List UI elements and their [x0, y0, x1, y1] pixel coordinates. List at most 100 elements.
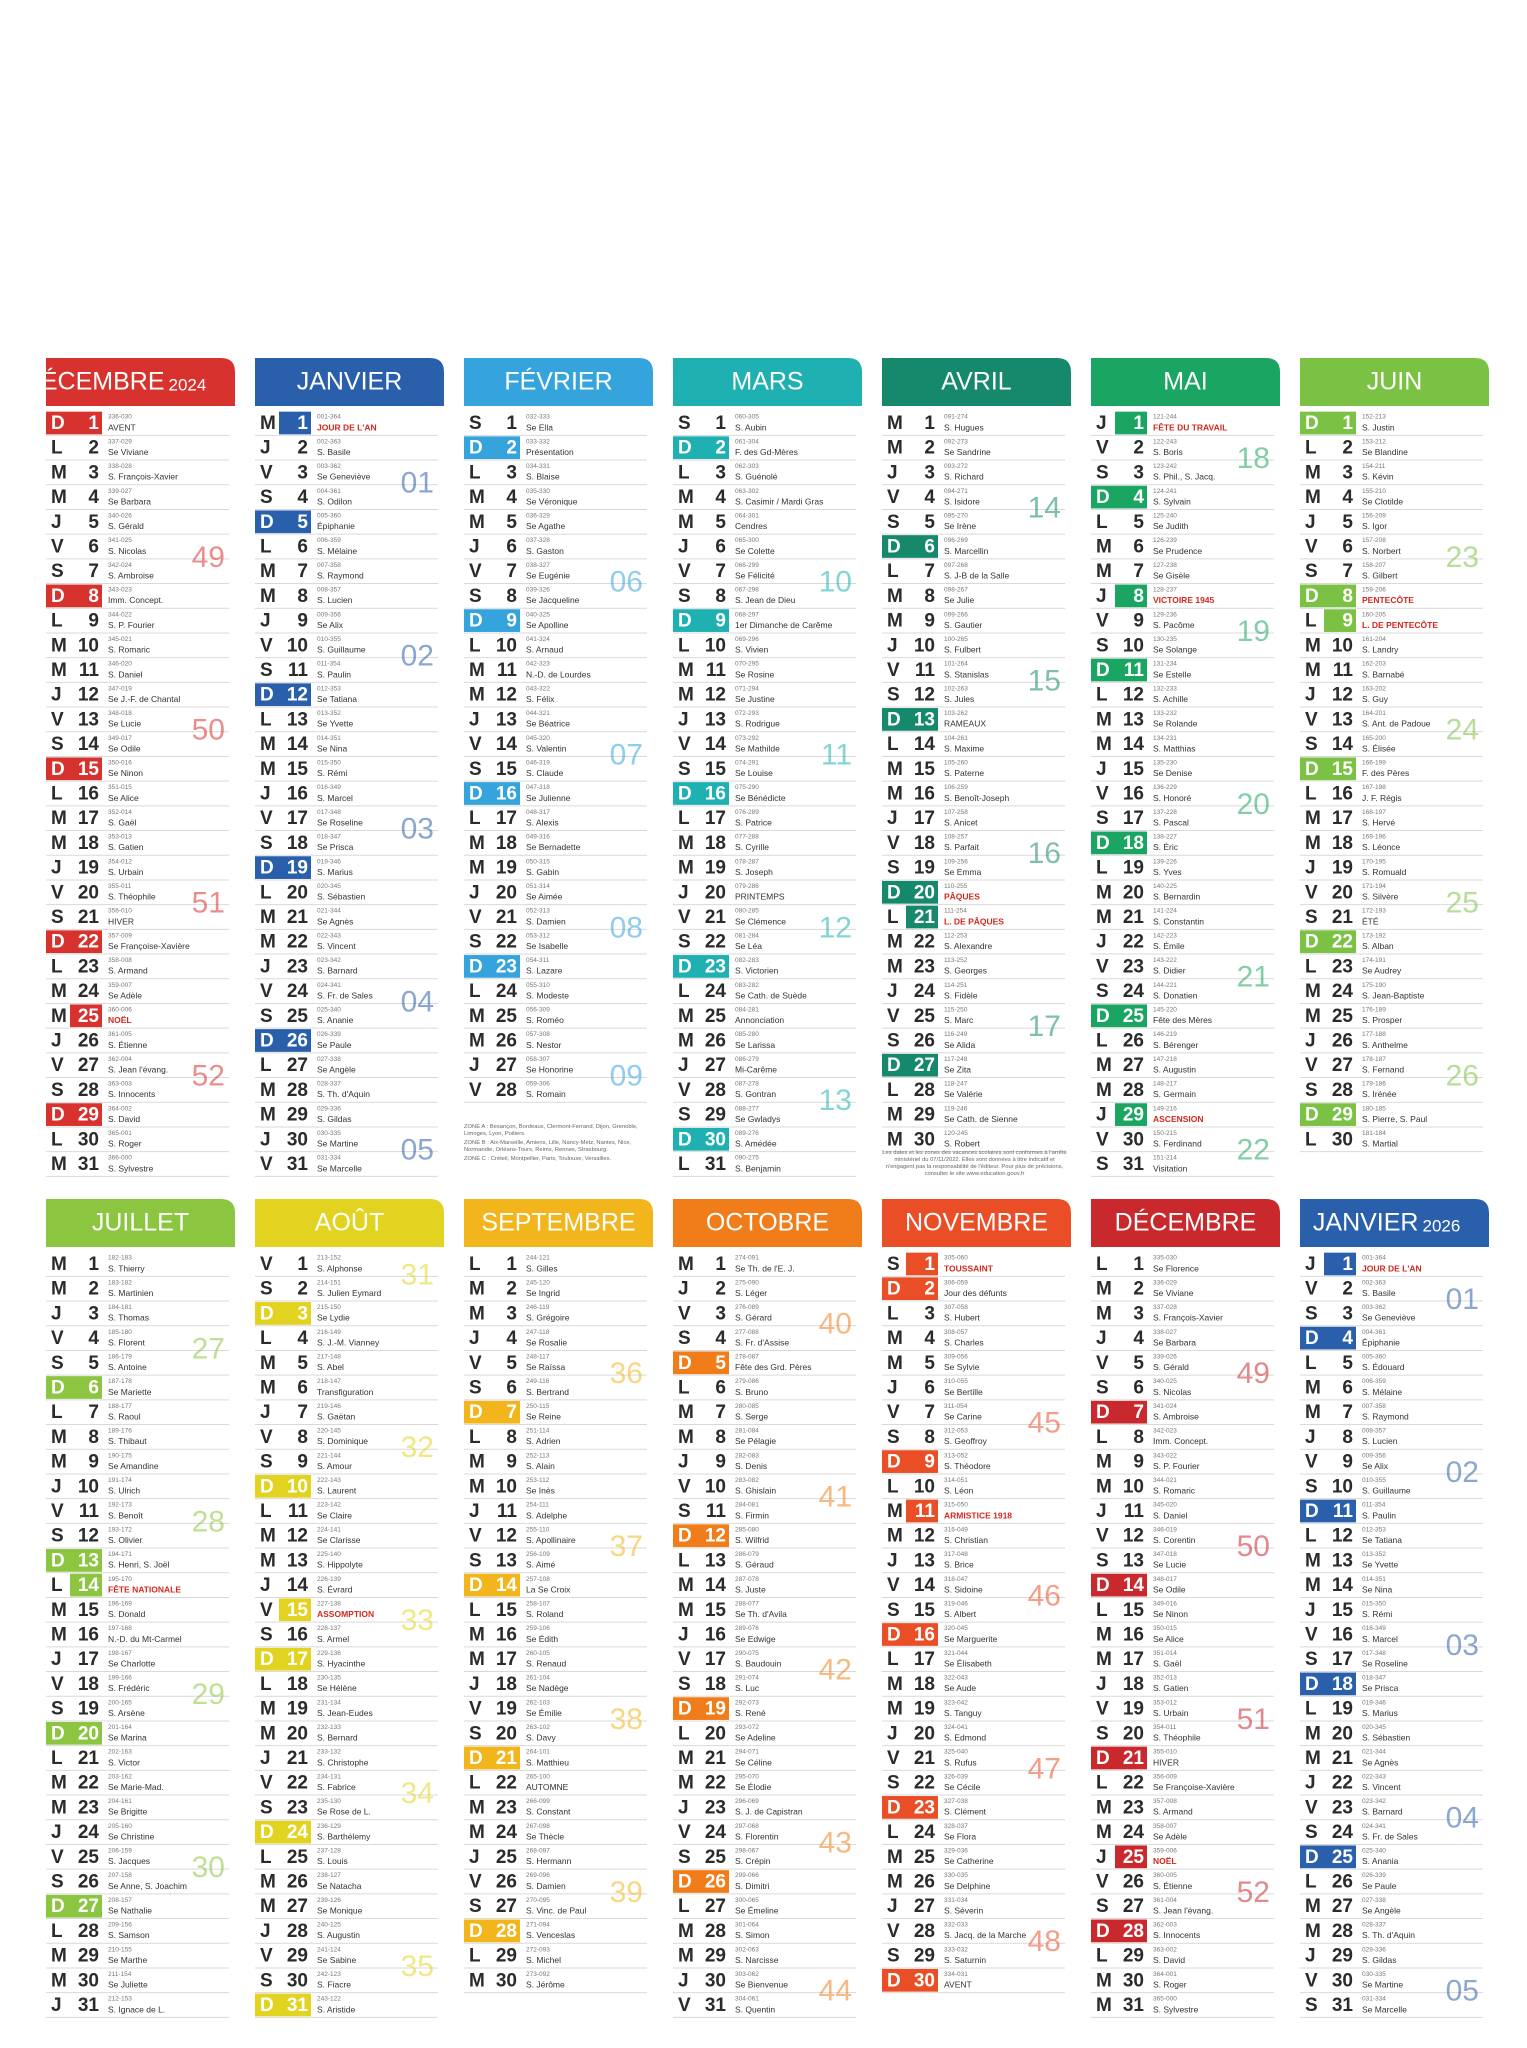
- day-number: 19: [1123, 1699, 1144, 1720]
- day-letter: L: [469, 808, 481, 829]
- day-number: 24: [496, 981, 518, 1002]
- day-code: 086-279: [735, 1056, 759, 1063]
- day-code: 363-003: [108, 1081, 132, 1088]
- day-letter: S: [1305, 1822, 1318, 1843]
- day-letter: V: [469, 561, 482, 582]
- day-number: 6: [1133, 1378, 1144, 1399]
- saint-name: Se Aude: [944, 1683, 976, 1693]
- sunday-highlight: [882, 880, 938, 904]
- day-code: 020-345: [317, 883, 341, 890]
- day-code: 323-042: [944, 1699, 968, 1706]
- saint-name: S. Hubert: [944, 1313, 981, 1323]
- day-number: 15: [705, 1600, 727, 1621]
- saint-name: S. Félix: [526, 694, 555, 704]
- day-number: 2: [88, 1279, 99, 1300]
- day-code: 208-157: [108, 1897, 132, 1904]
- saint-name: S. Hyacinthe: [317, 1658, 365, 1668]
- saint-name: Se Émilie: [526, 1708, 562, 1718]
- day-letter: M: [51, 1154, 67, 1175]
- saint-name: S. Gildas: [317, 1114, 352, 1124]
- saint-name: Se Gisèle: [1153, 570, 1190, 580]
- day-number: 26: [496, 1872, 517, 1893]
- day-letter: D: [1305, 586, 1319, 607]
- day-number: 28: [1123, 1921, 1144, 1942]
- day-code: 102-263: [944, 685, 968, 692]
- day-number: 20: [1123, 882, 1144, 903]
- day-letter: M: [887, 438, 903, 459]
- saint-name: S. Alphonse: [317, 1263, 363, 1273]
- day-code: 079-286: [735, 883, 759, 890]
- day-number: 17: [1123, 808, 1144, 829]
- day-letter: L: [1096, 1427, 1108, 1448]
- day-code: 190-175: [108, 1452, 132, 1459]
- day-letter: J: [469, 882, 480, 903]
- day-number: 6: [88, 537, 99, 558]
- day-letter: J: [678, 1970, 689, 1991]
- day-code: 024-341: [1362, 1823, 1386, 1830]
- saint-name: S. Mélaine: [1362, 1387, 1402, 1397]
- day-code: 351-014: [1153, 1650, 1177, 1657]
- day-number: 1: [506, 1254, 517, 1275]
- day-code: 238-127: [317, 1872, 341, 1879]
- day-number: 13: [287, 709, 308, 730]
- day-number: 24: [1332, 1822, 1354, 1843]
- day-letter: D: [678, 956, 692, 977]
- day-code: 353-013: [108, 834, 132, 841]
- saint-name: S. François-Xavier: [1153, 1313, 1223, 1323]
- saint-name: S. Fiacre: [317, 1980, 351, 1990]
- saint-name: S. François-Xavier: [108, 472, 178, 482]
- day-code: 081-284: [735, 932, 759, 939]
- day-number: 21: [914, 907, 936, 928]
- day-code: 167-198: [1362, 784, 1386, 791]
- holiday-highlight: [906, 905, 938, 929]
- day-letter: V: [260, 635, 273, 656]
- saint-name: S. Sidoine: [944, 1584, 983, 1594]
- day-letter: J: [51, 1303, 62, 1324]
- day-number: 14: [1123, 1575, 1145, 1596]
- day-letter: L: [51, 438, 63, 459]
- day-letter: D: [1305, 413, 1319, 434]
- day-letter: S: [887, 1946, 900, 1967]
- day-code: 311-054: [944, 1403, 968, 1410]
- saint-name: S. Hermann: [526, 1856, 572, 1866]
- day-letter: M: [887, 1847, 903, 1868]
- day-number: 2: [924, 438, 935, 459]
- day-code: 016-349: [1362, 1625, 1386, 1632]
- day-number: 30: [496, 1970, 517, 1991]
- day-code: 099-266: [944, 611, 968, 618]
- day-letter: L: [1096, 1946, 1108, 1967]
- day-letter: J: [51, 512, 62, 533]
- day-letter: M: [1096, 561, 1112, 582]
- day-code: 041-324: [526, 636, 550, 643]
- day-code: 063-302: [735, 488, 759, 495]
- saint-name: S. Juste: [735, 1584, 766, 1594]
- saint-name: S. Edmond: [944, 1733, 986, 1743]
- day-number: 16: [78, 1625, 99, 1646]
- day-letter: V: [469, 1872, 482, 1893]
- day-code: 261-104: [526, 1675, 550, 1682]
- saint-name: Se Clémence: [735, 916, 786, 926]
- day-letter: V: [1305, 1625, 1318, 1646]
- saint-name: Se Émeline: [735, 1905, 779, 1915]
- day-number: 13: [496, 1550, 517, 1571]
- day-code: 253-112: [526, 1477, 550, 1484]
- day-code: 076-289: [735, 809, 759, 816]
- month-header: [1091, 1199, 1280, 1247]
- day-letter: V: [260, 1154, 273, 1175]
- day-code: 001-364: [317, 414, 341, 421]
- day-letter: L: [1305, 1526, 1317, 1547]
- day-number: 5: [1342, 1353, 1353, 1374]
- day-number: 23: [914, 1797, 935, 1818]
- saint-name: HIVER: [108, 916, 134, 926]
- day-number: 16: [705, 784, 726, 805]
- week-number: 43: [819, 1826, 852, 1859]
- week-number: 17: [1028, 1010, 1061, 1043]
- day-code: 067-298: [735, 587, 759, 594]
- sunday-highlight: [255, 1302, 311, 1325]
- saint-name: S. Florent: [108, 1337, 145, 1347]
- day-number: 25: [287, 1847, 309, 1868]
- day-number: 13: [1123, 709, 1144, 730]
- day-code: 287-078: [735, 1576, 759, 1583]
- day-code: 024-341: [317, 982, 341, 989]
- day-number: 16: [496, 1625, 517, 1646]
